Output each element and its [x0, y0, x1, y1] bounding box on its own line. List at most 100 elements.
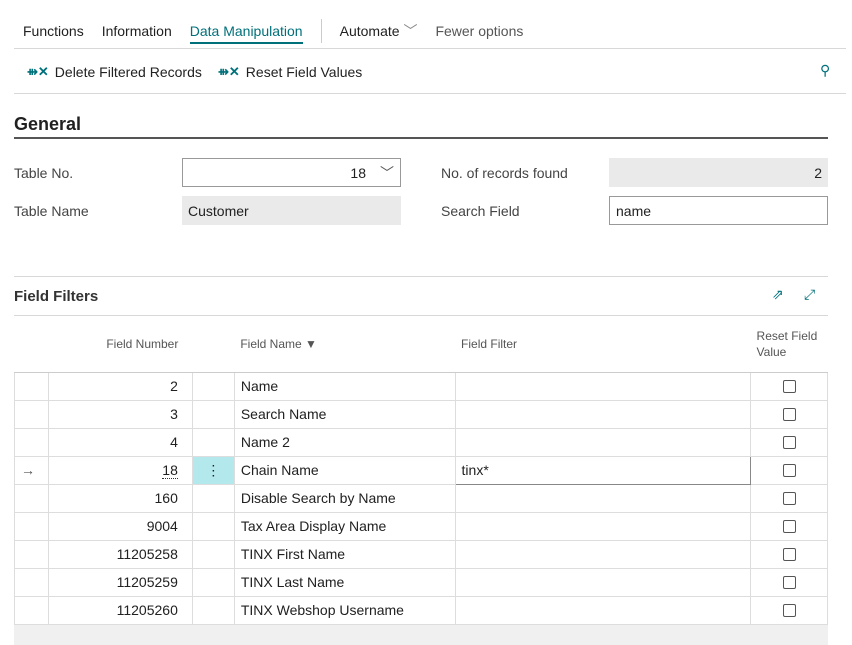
expand-icon[interactable]: ⤢ — [804, 286, 816, 302]
automate-menu[interactable]: Automate ﹀ — [340, 21, 418, 41]
field-name-cell[interactable]: Name 2 — [233, 427, 456, 457]
table-name-label: Table Name — [14, 203, 89, 219]
reset-field-value-cell[interactable] — [750, 399, 828, 429]
divider — [14, 48, 846, 49]
row-indicator — [14, 483, 49, 513]
table-no-select[interactable]: 18 ﹀ — [182, 158, 401, 187]
reset-field-value-cell[interactable] — [750, 455, 828, 485]
field-name-cell[interactable]: Disable Search by Name — [233, 483, 456, 513]
row-indicator — [14, 539, 49, 569]
field-filter-cell[interactable] — [454, 483, 752, 513]
field-filter-cell[interactable] — [454, 371, 752, 401]
field-name-cell[interactable]: TINX Webshop Username — [233, 595, 456, 625]
row-indicator — [14, 567, 49, 597]
reset-checkbox[interactable] — [782, 407, 796, 421]
table-row[interactable]: 11205260 TINX Webshop Username — [14, 595, 828, 625]
reset-field-value-cell[interactable] — [750, 427, 828, 457]
field-number: 11205259 — [116, 574, 178, 590]
field-number-cell[interactable]: 11205259 — [47, 567, 193, 597]
reset-checkbox[interactable] — [782, 435, 796, 449]
pin-icon[interactable]: ⚲ — [820, 62, 831, 78]
row-menu-cell[interactable] — [191, 399, 235, 429]
reset-checkbox[interactable] — [782, 519, 796, 533]
header-field-name[interactable]: Field Name ▼ — [234, 316, 456, 373]
header-field-filter[interactable]: Field Filter — [455, 316, 751, 373]
chevron-down-icon: ﹀ — [380, 164, 394, 181]
field-number-cell[interactable]: 18 — [47, 455, 193, 485]
delete-filtered-records-button[interactable]: ⇻✕ Delete Filtered Records — [27, 64, 202, 80]
fewer-options-button[interactable]: Fewer options — [435, 23, 524, 39]
table-row[interactable]: → 18 ⋮ Chain Name tinx* — [14, 455, 828, 485]
field-name-cell[interactable]: TINX First Name — [233, 539, 456, 569]
row-menu-cell[interactable]: ⋮ — [191, 455, 235, 485]
search-field-input[interactable]: name — [609, 196, 828, 225]
reset-checkbox[interactable] — [782, 463, 796, 477]
field-name-cell[interactable]: Name — [233, 371, 456, 401]
reset-field-value-cell[interactable] — [750, 371, 828, 401]
filter-icon: ▼ — [305, 336, 317, 351]
field-number-cell[interactable]: 160 — [47, 483, 193, 513]
field-number-cell[interactable]: 2 — [47, 371, 193, 401]
more-options-icon[interactable]: ⋮ — [206, 461, 221, 478]
table-no-label: Table No. — [14, 165, 74, 181]
action-bar-tabs: Functions Information Data Manipulation … — [23, 19, 524, 44]
reset-checkbox[interactable] — [782, 603, 796, 617]
reset-field-value-cell[interactable] — [750, 567, 828, 597]
field-filter-cell[interactable] — [454, 539, 752, 569]
reset-field-value-cell[interactable] — [750, 511, 828, 541]
header-reset-field-value[interactable]: Reset Field Value — [750, 316, 828, 373]
reset-field-values-button[interactable]: ⇻✕ Reset Field Values — [218, 64, 362, 80]
reset-field-value-cell[interactable] — [750, 539, 828, 569]
table-row[interactable]: 11205259 TINX Last Name — [14, 567, 828, 597]
table-row[interactable]: 4 Name 2 — [14, 427, 828, 457]
field-filter-cell[interactable] — [454, 427, 752, 457]
table-row[interactable]: 160 Disable Search by Name — [14, 483, 828, 513]
field-name-cell[interactable]: Search Name — [233, 399, 456, 429]
field-number-cell[interactable]: 11205260 — [47, 595, 193, 625]
reset-checkbox[interactable] — [782, 575, 796, 589]
row-menu-cell[interactable] — [191, 511, 235, 541]
delete-label: Delete Filtered Records — [54, 64, 202, 80]
row-menu-cell[interactable] — [191, 427, 235, 457]
table-row[interactable]: 3 Search Name — [14, 399, 828, 429]
divider — [14, 276, 828, 277]
tab-data-manipulation[interactable]: Data Manipulation — [189, 23, 303, 44]
row-menu-cell[interactable] — [191, 483, 235, 513]
row-menu-cell[interactable] — [191, 371, 235, 401]
field-number-cell[interactable]: 11205258 — [47, 539, 193, 569]
reset-field-value-cell[interactable] — [750, 483, 828, 513]
field-filter-cell[interactable] — [454, 399, 752, 429]
row-menu-cell[interactable] — [191, 567, 235, 597]
header-field-number[interactable]: Field Number — [48, 316, 193, 373]
field-number: 160 — [154, 490, 178, 506]
field-filter-cell[interactable] — [454, 511, 752, 541]
row-menu-cell[interactable] — [191, 595, 235, 625]
reset-checkbox[interactable] — [782, 547, 796, 561]
reset-field-value-cell[interactable] — [750, 595, 828, 625]
table-no-value: 18 — [350, 164, 366, 181]
share-icon[interactable]: ⇗ — [772, 286, 784, 302]
field-name-label: Field Name — [240, 336, 302, 351]
divider — [14, 137, 828, 139]
row-menu-cell[interactable] — [191, 539, 235, 569]
field-filter-cell[interactable]: tinx* — [454, 455, 752, 485]
field-name-cell[interactable]: Tax Area Display Name — [233, 511, 456, 541]
tab-functions[interactable]: Functions — [23, 23, 84, 39]
field-number-cell[interactable]: 9004 — [47, 511, 193, 541]
general-title: General — [14, 114, 82, 134]
row-indicator — [14, 399, 49, 429]
field-number-cell[interactable]: 3 — [47, 399, 193, 429]
field-name-cell[interactable]: TINX Last Name — [233, 567, 456, 597]
table-row[interactable]: 11205258 TINX First Name — [14, 539, 828, 569]
table-row[interactable]: 2 Name — [14, 371, 828, 401]
field-number-cell[interactable]: 4 — [47, 427, 193, 457]
reset-checkbox[interactable] — [782, 379, 796, 393]
search-field-label: Search Field — [441, 203, 520, 219]
arrow-right-icon: → — [21, 462, 35, 478]
reset-checkbox[interactable] — [782, 491, 796, 505]
field-filter-cell[interactable] — [454, 567, 752, 597]
table-row[interactable]: 9004 Tax Area Display Name — [14, 511, 828, 541]
tab-information[interactable]: Information — [101, 23, 172, 39]
field-filter-cell[interactable] — [454, 595, 752, 625]
field-name-cell[interactable]: Chain Name — [233, 455, 456, 485]
